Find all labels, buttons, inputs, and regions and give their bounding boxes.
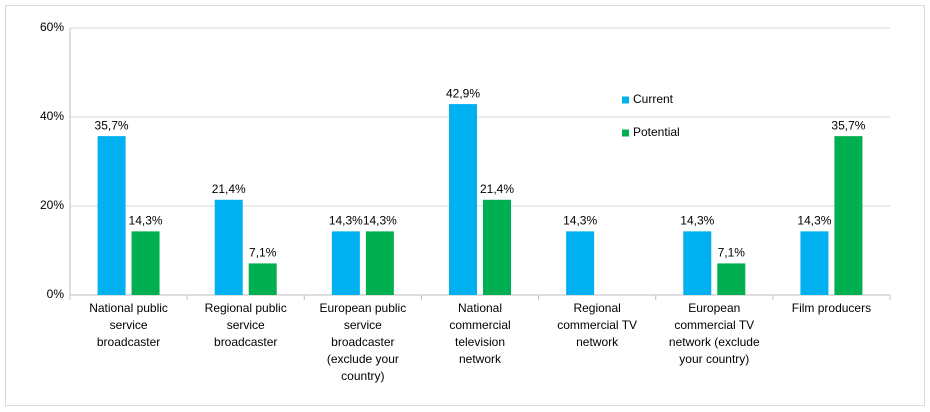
x-tick-label: European commercial TV network (exclude you…	[669, 301, 760, 366]
data-label: 35,7%	[831, 118, 865, 132]
data-label: 14,3%	[129, 214, 163, 228]
bar	[331, 231, 360, 295]
data-label: 35,7%	[95, 118, 129, 132]
bar	[131, 231, 160, 295]
bar	[97, 136, 126, 295]
bar	[683, 231, 712, 295]
y-tick-label: 20%	[40, 198, 64, 212]
legend-swatch	[622, 129, 629, 137]
data-label: 14,3%	[363, 214, 397, 228]
bar	[717, 263, 746, 295]
bar	[483, 199, 511, 295]
data-label: 42,9%	[446, 86, 480, 100]
data-label: 7,1%	[249, 246, 277, 260]
bar	[248, 263, 277, 295]
legend-label: Current	[633, 92, 674, 106]
x-tick-label: Regional public service broadcaster	[205, 301, 287, 349]
data-label: 14,3%	[563, 214, 597, 228]
x-tick-label: National public service broadcaster	[89, 301, 168, 349]
y-tick-label: 0%	[47, 287, 65, 301]
bar	[449, 104, 477, 295]
bar	[365, 231, 394, 295]
data-label: 7,1%	[718, 246, 746, 260]
data-label: 14,3%	[797, 214, 831, 228]
data-label: 21,4%	[212, 182, 246, 196]
data-label: 21,4%	[480, 182, 514, 196]
bar	[834, 136, 863, 295]
data-label: 14,3%	[329, 214, 363, 228]
bar	[214, 199, 243, 295]
x-tick-label: European public service broadcaster (exclud…	[319, 301, 406, 383]
x-tick-label: National commercial television network	[449, 301, 510, 366]
y-tick-label: 40%	[40, 109, 64, 123]
bar	[800, 231, 829, 295]
legend-swatch	[622, 96, 629, 104]
x-tick-label: Regional commercial TV network	[557, 301, 637, 349]
bar	[566, 231, 595, 295]
data-label: 14,3%	[680, 214, 714, 228]
y-tick-label: 60%	[40, 20, 64, 34]
legend-label: Potential	[633, 125, 680, 139]
x-tick-label: Film producers	[792, 301, 871, 315]
